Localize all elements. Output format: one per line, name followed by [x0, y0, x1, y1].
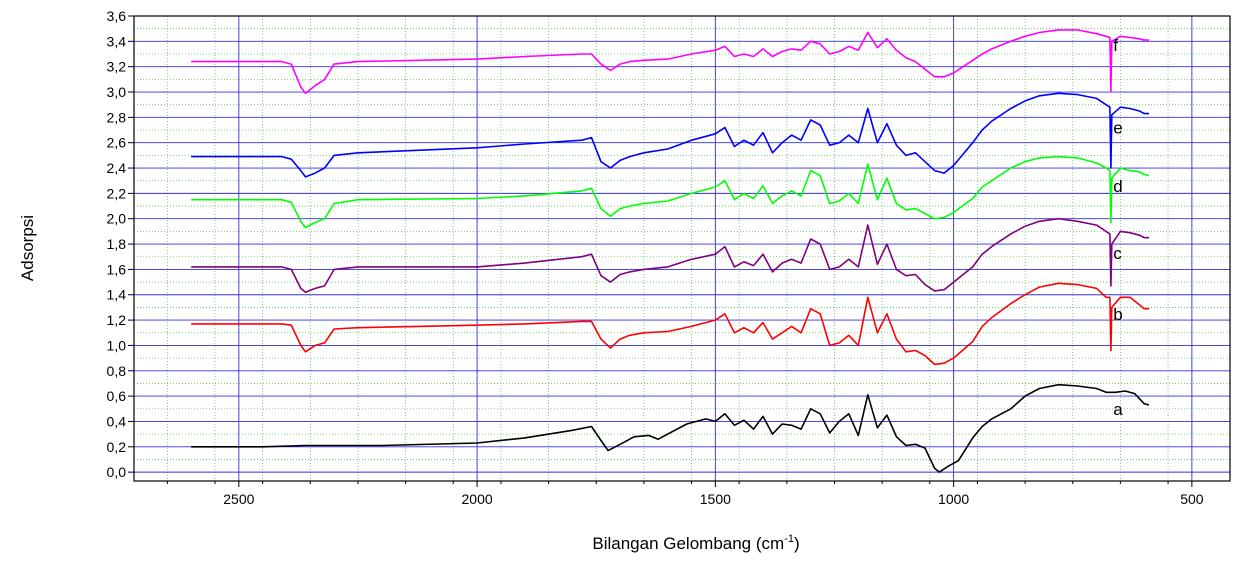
- x-axis-label-close: ): [794, 534, 800, 553]
- x-tick-label: 500: [1180, 491, 1204, 507]
- y-tick-label: 0,2: [107, 439, 127, 455]
- y-tick-label: 3,2: [107, 59, 127, 75]
- series-label-a: a: [1113, 400, 1123, 419]
- y-tick-label: 1,4: [107, 287, 127, 303]
- y-tick-label: 1,0: [107, 337, 127, 353]
- series-layer: a b c d e f: [191, 29, 1150, 473]
- y-tick-label: 1,2: [107, 312, 127, 328]
- ticks-layer: 2500 2000 1500 1000 500 0,0 0,2 0,4 0,6 0,8 1,0 1,2…: [107, 8, 1204, 507]
- x-tick-label: 1500: [700, 491, 731, 507]
- x-tick-label: 2000: [462, 491, 493, 507]
- axes-layer: [133, 15, 1231, 482]
- series-line-a: [191, 383, 1150, 473]
- x-tick-label: 1000: [938, 491, 969, 507]
- y-tick-label: 2,0: [107, 211, 127, 227]
- y-tick-label: 2,8: [107, 109, 127, 125]
- x-tick-label: 2500: [223, 491, 254, 507]
- series-line-d: [191, 155, 1150, 229]
- x-axis-label-main: Bilangan Gelombang (cm: [592, 534, 784, 553]
- labels-layer: Adsorpsi Bilangan Gelombang (cm-1): [18, 215, 800, 553]
- series-label-e: e: [1113, 118, 1122, 137]
- y-tick-label: 0,0: [107, 464, 127, 480]
- y-tick-label: 3,0: [107, 84, 127, 100]
- y-tick-label: 0,6: [107, 388, 127, 404]
- series-line-b: [191, 282, 1149, 366]
- series-label-d: d: [1113, 177, 1122, 196]
- y-tick-label: 1,8: [107, 236, 127, 252]
- grid-layer: [134, 15, 1230, 481]
- series-line-f: [191, 29, 1149, 95]
- y-tick-label: 3,6: [107, 8, 127, 24]
- y-tick-label: 0,8: [107, 363, 127, 379]
- y-tick-label: 2,2: [107, 185, 127, 201]
- y-tick-label: 2,6: [107, 135, 127, 151]
- series-label-b: b: [1113, 305, 1122, 324]
- series-line-e: [191, 92, 1149, 178]
- series-label-f: f: [1113, 36, 1118, 55]
- y-tick-label: 2,4: [107, 160, 127, 176]
- series-label-c: c: [1113, 244, 1122, 263]
- plot-frame: [133, 15, 1231, 482]
- x-axis-label-superscript: -1: [784, 533, 794, 545]
- series-line-c: [191, 217, 1149, 293]
- y-tick-label: 1,6: [107, 261, 127, 277]
- x-axis-label: Bilangan Gelombang (cm-1): [592, 533, 799, 553]
- y-tick-label: 3,4: [107, 33, 127, 49]
- y-axis-label: Adsorpsi: [18, 215, 37, 281]
- y-tick-label: 0,4: [107, 413, 127, 429]
